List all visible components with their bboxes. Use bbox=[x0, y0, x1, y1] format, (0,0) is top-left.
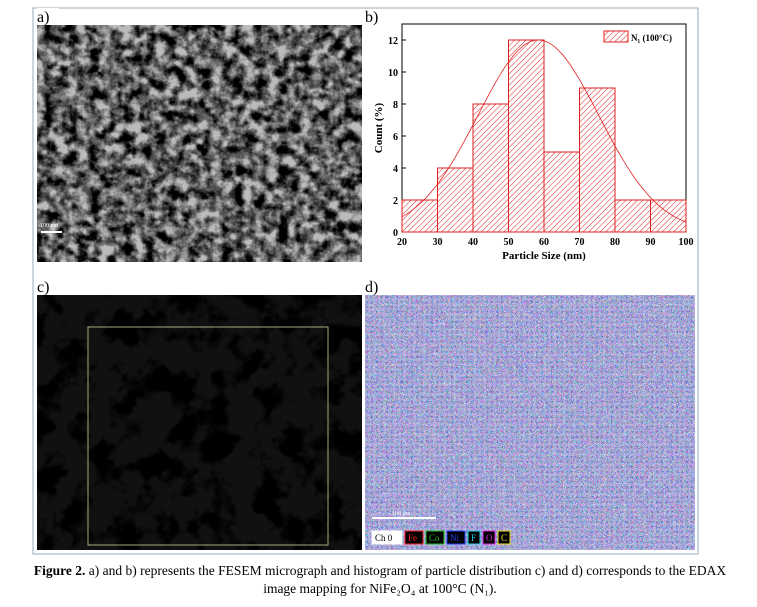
x-tick-label: 70 bbox=[575, 237, 585, 248]
panel-label: a) bbox=[37, 9, 49, 26]
label-bg bbox=[37, 8, 59, 25]
x-tick-label: 100 bbox=[679, 237, 694, 248]
caption-label: Figure 2. bbox=[33, 563, 86, 578]
y-tick-label: 4 bbox=[393, 164, 398, 175]
legend-label: N₁ (100°C) bbox=[631, 33, 672, 43]
y-tick-label: 12 bbox=[388, 36, 398, 47]
legend-swatch bbox=[482, 530, 496, 545]
x-tick-label: 90 bbox=[646, 237, 656, 248]
legend-swatch bbox=[497, 530, 511, 545]
bar bbox=[579, 87, 616, 233]
bar bbox=[650, 199, 687, 233]
panel-label: b) bbox=[365, 9, 378, 26]
y-tick-label: 8 bbox=[393, 100, 398, 111]
bar bbox=[543, 151, 580, 233]
x-tick-label: 40 bbox=[468, 237, 478, 248]
legend-label: C bbox=[501, 533, 507, 543]
sem-image bbox=[37, 25, 362, 262]
bar bbox=[401, 199, 438, 233]
x-tick-label: 30 bbox=[433, 237, 443, 248]
bar bbox=[472, 103, 509, 233]
panel-label: c) bbox=[37, 279, 49, 296]
x-tick-label: 60 bbox=[539, 237, 549, 248]
legend-swatch bbox=[371, 530, 403, 545]
histogram: 0 2 4 6 8 10 12 20 30 40 50 60 70 80 90 100 Particle Siz… bbox=[373, 23, 694, 262]
scale-label: 100 μm bbox=[392, 511, 411, 517]
legend-label: Co bbox=[429, 533, 440, 543]
legend-swatch bbox=[467, 530, 481, 545]
legend-label: O bbox=[486, 533, 493, 543]
bar bbox=[437, 167, 474, 233]
selection-box bbox=[87, 326, 329, 546]
figure-border bbox=[32, 7, 699, 555]
bar bbox=[614, 199, 651, 233]
legend-swatch bbox=[404, 530, 424, 545]
caption: Figure 2. a) and b) represents the FESEM… bbox=[30, 562, 730, 598]
y-tick-label: 2 bbox=[393, 196, 398, 207]
legend-label: F bbox=[471, 533, 476, 543]
y-tick-label: 0 bbox=[393, 228, 398, 239]
legend-label: Ni bbox=[450, 533, 459, 543]
y-tick-label: 10 bbox=[388, 68, 398, 79]
edax-image bbox=[37, 295, 362, 550]
fit-curve bbox=[401, 39, 687, 223]
x-axis-label: Particle Size (nm) bbox=[502, 250, 586, 262]
edax-map bbox=[365, 295, 695, 550]
caption-text: a) and b) represents the FESEM micrograp… bbox=[88, 563, 727, 596]
y-tick-label: 6 bbox=[393, 132, 398, 143]
x-tick-label: 50 bbox=[504, 237, 514, 248]
legend-label: Fe bbox=[408, 533, 417, 543]
legend-swatch bbox=[603, 30, 629, 43]
edax-legend: Ch 0 Fe Co Ni F O C bbox=[371, 530, 511, 545]
y-axis-label: Count (%) bbox=[373, 102, 385, 153]
scale-label: 100 nm bbox=[40, 223, 59, 229]
figure: a) 100 nm c) d) 100 μm Ch 0 Fe Co Ni F O C b) … bbox=[32, 7, 699, 555]
legend-label: Ch 0 bbox=[375, 533, 393, 543]
legend-swatch bbox=[446, 530, 466, 545]
x-tick-label: 20 bbox=[397, 237, 407, 248]
bar bbox=[508, 39, 545, 233]
legend-swatch bbox=[425, 530, 445, 545]
x-tick-label: 80 bbox=[610, 237, 620, 248]
panel-label: d) bbox=[365, 279, 378, 296]
